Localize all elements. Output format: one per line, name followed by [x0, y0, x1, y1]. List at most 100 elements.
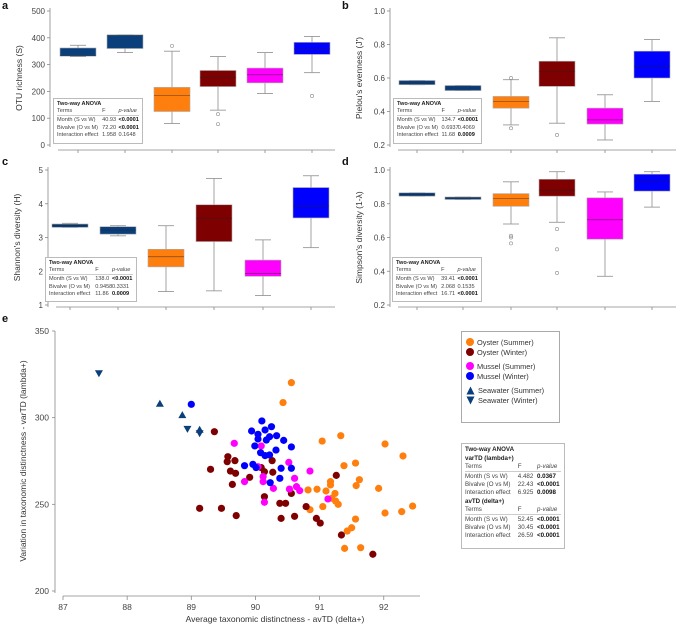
anova-term: Interaction effect: [397, 131, 439, 138]
y-tick-label: 300: [32, 61, 46, 70]
scatter-point: [287, 379, 295, 387]
anova-p-value: 0.0367: [536, 473, 556, 480]
scatter-point: [337, 531, 346, 539]
y-axis-label: Shannon's diversity (H): [12, 194, 22, 282]
y-axis-label: Variation in taxonomic distinctness - va…: [18, 360, 28, 561]
box-seawater-summer: [398, 80, 436, 85]
legend-label: Mussel (Winter): [477, 371, 529, 381]
anova-f: 4.482: [517, 473, 534, 480]
panel-label: d: [342, 156, 349, 168]
y-tick-label: 250: [35, 499, 49, 509]
scatter-point: [240, 462, 249, 470]
anova-column-header: F: [441, 108, 445, 115]
scatter-point: [254, 435, 262, 443]
y-tick-label: 3: [39, 234, 44, 243]
scatter-point: [277, 464, 285, 472]
anova-f: 6.925: [517, 489, 534, 496]
y-axis-label: Pielou's evenness (J'): [354, 37, 364, 119]
anova-column-header: p-value: [536, 506, 558, 513]
scatter-point: [196, 504, 204, 512]
legend-item: Oyster (Summer): [466, 337, 555, 347]
scatter-point: [277, 514, 285, 522]
outlier-point: [216, 112, 220, 117]
scatter-point: [267, 423, 276, 431]
outlier-point: [555, 247, 559, 252]
x-tick-label: 89: [187, 602, 197, 612]
anova-p-value: <0.0001: [457, 276, 478, 283]
anova-row: Interaction effect 16.71 <0.0001: [396, 291, 478, 298]
scatter-point: [351, 459, 360, 467]
anova-f: 11.68: [441, 131, 456, 138]
box-oyster-summer: [492, 193, 530, 207]
scatter-point: [398, 508, 406, 516]
anova-f: 138.0: [95, 276, 110, 283]
anova-p-value: <0.0001: [118, 117, 139, 124]
legend: Oyster (Summer) Oyster (Winter) Mussel (…: [461, 331, 560, 423]
y-axis-label: OTU richness (S): [14, 45, 24, 111]
box-mussel-summer: [246, 67, 284, 84]
scatter-point: [228, 480, 236, 488]
legend-label: Oyster (Winter): [477, 347, 528, 357]
anova-p-value: <0.0001: [111, 276, 133, 283]
y-tick-label: 500: [32, 7, 46, 16]
scatter-point: [334, 500, 342, 508]
anova-term: Month (S vs W): [465, 473, 508, 480]
y-tick-label: 0: [41, 141, 46, 150]
anova-column-header: p-value: [457, 267, 476, 274]
scatter-point: [332, 471, 340, 479]
anova-row: Interaction effect 1.958 0.1648: [57, 132, 139, 139]
anova-term: Month (S vs W): [396, 276, 435, 283]
anova-p-value: <0.0001: [536, 481, 560, 488]
anova-p-value: 0.0098: [536, 489, 556, 496]
y-tick-label: 350: [35, 326, 49, 336]
box-oyster-summer: [492, 96, 530, 109]
legend-item: Oyster (Winter): [466, 347, 555, 357]
scatter-point: [246, 473, 254, 481]
anova-f: 72.20: [102, 124, 117, 131]
anova-row: Bivalve (O vs M) 30.45 <0.0001: [465, 524, 561, 532]
y-tick-label: 0.6: [374, 74, 386, 83]
scatter-point: [265, 451, 274, 459]
box-oyster-summer: [147, 249, 185, 268]
anova-p-value: 0.1648: [118, 131, 136, 138]
anova-title: Two-way ANOVA: [397, 101, 442, 107]
anova-f: 0.6937: [441, 124, 459, 131]
anova-column-header: Terms: [396, 267, 412, 274]
anova-f: 26.59: [517, 532, 534, 539]
anova-title: Two-way ANOVA: [49, 260, 94, 266]
legend-label: Seawater (Summer): [478, 385, 545, 395]
anova-f: 134.7: [441, 117, 456, 124]
box-seawater-summer: [59, 47, 97, 57]
anova-column-header: Terms: [397, 108, 413, 115]
outlier-point: [509, 233, 513, 238]
anova-p-value: 0.0009: [457, 131, 475, 138]
anova-f: 1.958: [102, 131, 117, 138]
anova-term: Month (S vs W): [49, 276, 88, 283]
legend-label: Seawater (Winter): [478, 395, 538, 405]
anova-p-value: 0.4069: [457, 124, 475, 131]
box-oyster-winter: [199, 70, 237, 87]
scatter-point: [290, 474, 299, 482]
x-tick-label: 87: [58, 602, 68, 612]
anova-column-header: p-value: [536, 463, 558, 470]
box-mussel-winter: [633, 50, 671, 79]
triangle-up-marker-icon: [466, 386, 475, 395]
y-tick-label: 2: [39, 267, 44, 276]
scatter-point: [316, 519, 324, 527]
circle-marker-icon: [466, 338, 474, 346]
anova-term: Month (S vs W): [397, 117, 436, 124]
scatter-point: [269, 484, 278, 492]
legend-item: Seawater (Summer): [466, 385, 555, 395]
anova-term: Interaction effect: [465, 532, 511, 539]
outlier-point: [170, 43, 174, 48]
outlier-point: [555, 271, 559, 275]
outlier-point: [509, 126, 513, 131]
anova-f: 39.41: [441, 276, 456, 283]
legend-label: Oyster (Summer): [477, 337, 534, 347]
scatter-point: [381, 440, 389, 448]
